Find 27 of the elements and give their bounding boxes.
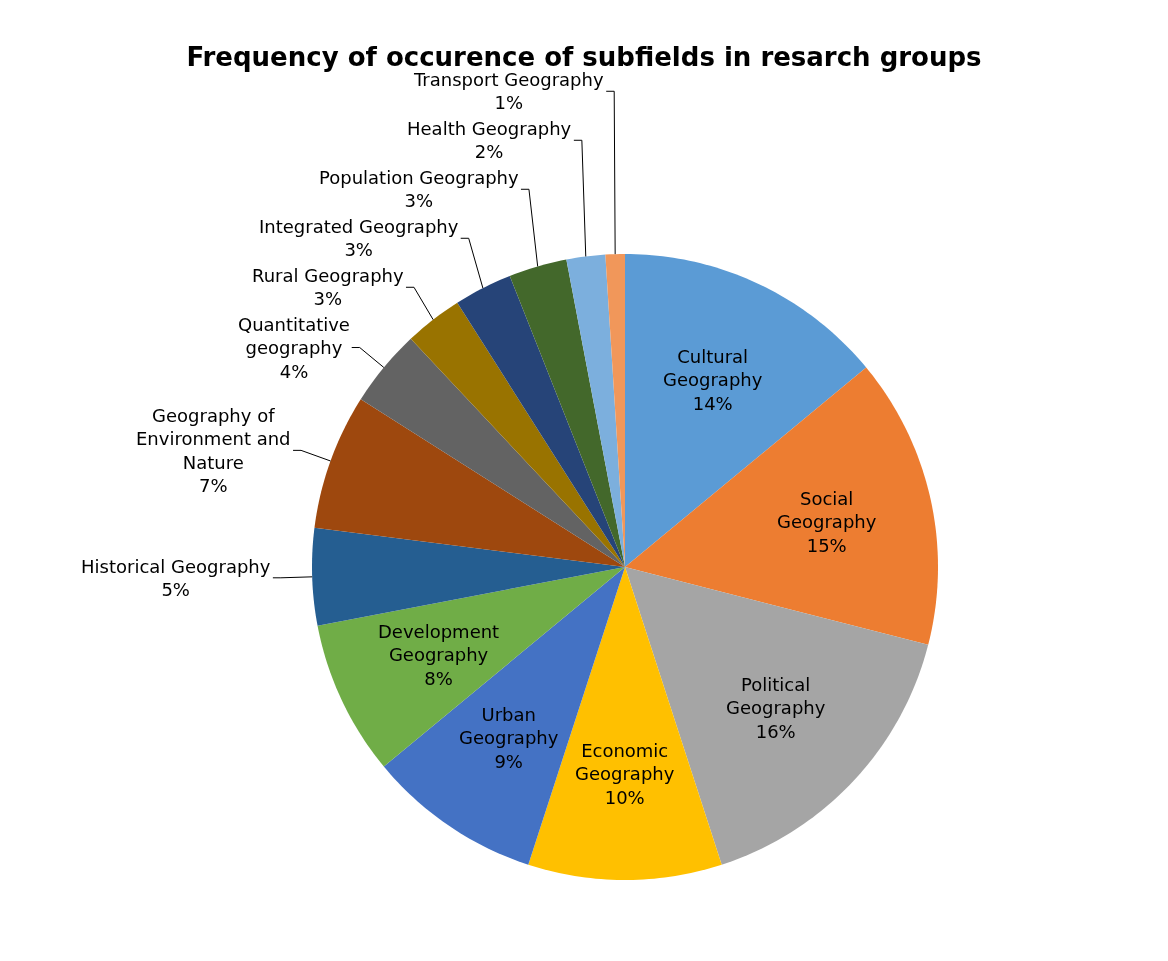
- slice-label: Economic Geography: [575, 740, 675, 785]
- data-label: 15%: [806, 534, 847, 556]
- data-label: 4%: [279, 360, 309, 382]
- slice-label: Urban Geography: [459, 704, 559, 749]
- data-label: 8%: [424, 667, 453, 689]
- data-label: 10%: [604, 786, 645, 808]
- slice-label: Geography of Environment and Nature: [136, 405, 291, 473]
- slice-label: Integrated Geography: [259, 216, 459, 237]
- data-label: 5%: [161, 579, 190, 601]
- slice-label: Population Geography: [319, 167, 520, 188]
- slice-label: Political Geography: [726, 674, 826, 719]
- slice-label: Quantitative geography: [238, 314, 350, 359]
- data-label: 9%: [494, 750, 523, 772]
- slice-label: Development Geography: [378, 621, 500, 666]
- slice-label: Rural Geography: [252, 265, 404, 286]
- data-label: 14%: [692, 392, 733, 414]
- data-label: 7%: [198, 475, 228, 497]
- slice-label: Health Geography: [407, 118, 572, 139]
- data-label: 3%: [344, 239, 373, 261]
- data-label: 3%: [313, 288, 343, 310]
- slice-label: Social Geography: [777, 488, 877, 533]
- data-label: 1%: [494, 92, 524, 114]
- slice-label: Historical Geography: [81, 556, 271, 577]
- data-label: 16%: [755, 720, 796, 742]
- slice-label: Cultural Geography: [663, 346, 763, 391]
- data-label: 3%: [404, 190, 434, 212]
- data-label: 2%: [474, 141, 504, 163]
